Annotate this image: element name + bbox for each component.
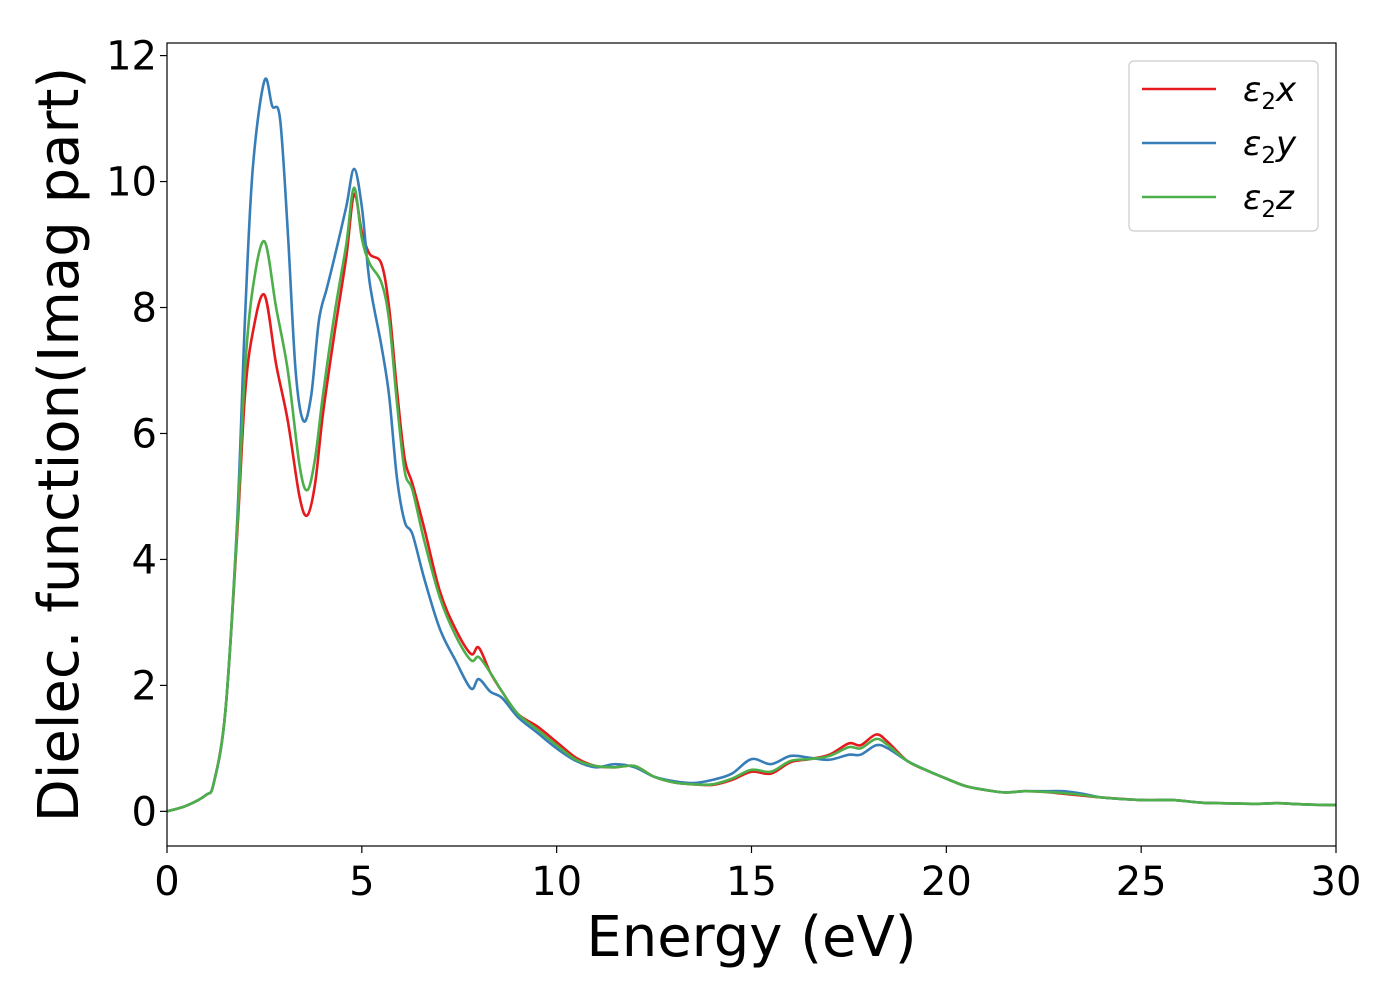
x-tick-label: 15 [726,859,777,905]
y-tick-label: 8 [132,286,157,332]
x-tick-label: 5 [349,859,374,905]
y-tick-label: 0 [132,789,157,835]
legend-label-y: ε2y [1243,124,1297,169]
x-tick-label: 20 [921,859,972,905]
legend-label-x: ε2x [1243,70,1297,115]
x-tick-label: 10 [531,859,582,905]
y-tick-label: 10 [106,160,157,206]
legend-box [1128,60,1319,232]
series-line-z [167,186,1336,813]
y-tick-label: 2 [132,663,157,709]
x-axis: 0 5 10 15 20 25 30 [154,846,1361,905]
x-tick-label: 25 [1116,859,1167,905]
x-axis-title: Energy (eV) [586,905,916,970]
y-axis: 0 2 4 6 8 10 12 [106,34,167,835]
y-tick-label: 6 [132,411,157,457]
x-tick-label: 30 [1311,859,1362,905]
legend-label-z: ε2z [1243,178,1295,223]
series-layer [167,77,1336,813]
y-tick-label: 4 [132,537,157,583]
y-tick-label: 12 [106,34,157,80]
legend: ε2x ε2y ε2z [1128,60,1319,232]
x-tick-label: 0 [154,859,179,905]
y-axis-title: Dielec. function(Imag part) [27,67,92,823]
